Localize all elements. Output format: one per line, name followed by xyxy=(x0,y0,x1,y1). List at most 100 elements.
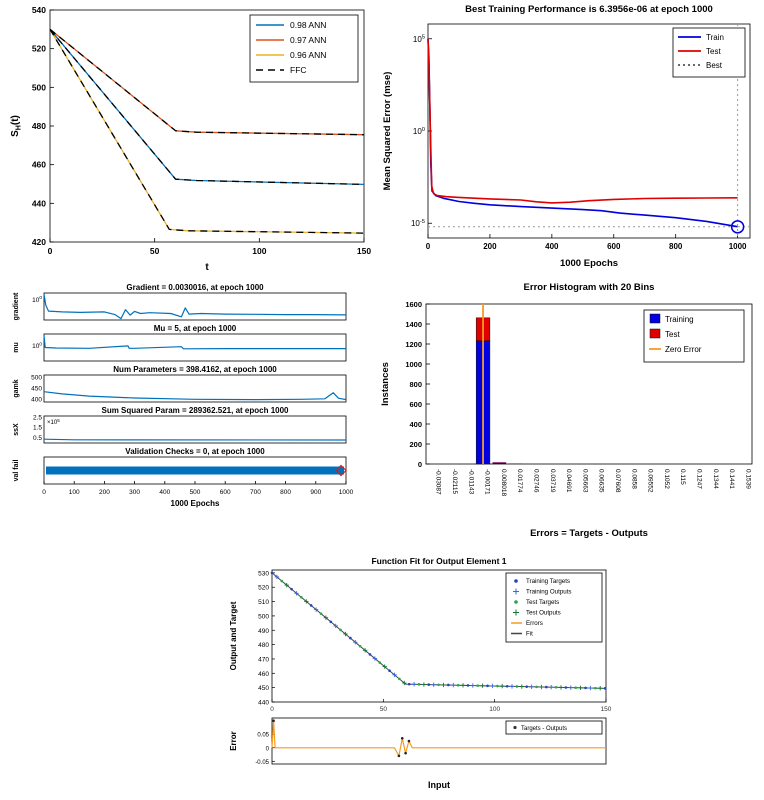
subplot-ylabel: gradient xyxy=(13,292,20,320)
x-axis-label: 1000 Epochs xyxy=(171,499,220,508)
x-tick-label: 200 xyxy=(483,242,497,251)
legend-label: FFC xyxy=(290,65,307,75)
y-tick-label: 470 xyxy=(258,656,269,663)
legend-label: Training Targets xyxy=(526,578,570,585)
log-tick-label: 100 xyxy=(32,342,42,351)
bin-label: 0.0858 xyxy=(630,469,637,489)
x-tick-label: 100 xyxy=(489,706,500,713)
axes-box xyxy=(505,720,603,735)
x-tick-label: 500 xyxy=(190,489,201,496)
error-marker xyxy=(407,739,411,743)
subplot-title: Gradient = 0.0030016, at epoch 1000 xyxy=(126,283,264,292)
log-tick-label: 100 xyxy=(413,127,425,136)
subplot-ylabel: ssX xyxy=(13,423,20,436)
y-tick-label: 1400 xyxy=(405,320,422,329)
y-tick-label: 1000 xyxy=(405,360,422,369)
y-tick-label: 530 xyxy=(258,570,269,577)
y-tick-label: 460 xyxy=(32,160,46,170)
legend: Training Test Zero Error xyxy=(643,309,745,363)
subplot-title: Mu = 5, at epoch 1000 xyxy=(154,324,237,333)
legend: Training Targets Training Outputs Test Tar… xyxy=(505,572,603,643)
error-marker xyxy=(404,751,407,755)
y-tick-label: 400 xyxy=(409,420,422,429)
legend-label: Test Outputs xyxy=(526,610,561,617)
x-axis-label: Errors = Targets - Outputs xyxy=(530,528,648,539)
bin-label: 0.09552 xyxy=(647,469,654,493)
y-tick-label: 420 xyxy=(32,237,46,247)
axes-box xyxy=(43,415,347,444)
subplot-title: Sum Squared Param = 289362.521, at epoch… xyxy=(102,406,290,415)
y-tick-label: 520 xyxy=(32,44,46,54)
y-tick-label: 480 xyxy=(32,121,46,131)
bin-label: 0.1052 xyxy=(663,469,670,489)
legend-label: 0.98 ANN xyxy=(290,20,326,30)
y-tick-label: 500 xyxy=(32,82,46,92)
bin-label: 0.02746 xyxy=(532,469,539,493)
x-tick-label: 700 xyxy=(250,489,261,496)
x-tick-label: 150 xyxy=(601,706,612,713)
chart-title: Error Histogram with 20 Bins xyxy=(524,282,655,293)
subplot-title: Num Parameters = 398.4162, at epoch 1000 xyxy=(113,365,277,374)
y-tick-label: 440 xyxy=(32,198,46,208)
y-tick-label: 440 xyxy=(258,700,269,707)
subplot-title: Validation Checks = 0, at epoch 1000 xyxy=(125,447,265,456)
x-tick-label: 1000 xyxy=(339,489,354,496)
legend-label: Zero Error xyxy=(665,345,702,354)
bin-label: -0.02115 xyxy=(451,469,458,495)
bin-label: 0.1247 xyxy=(695,469,702,489)
x-tick-label: 800 xyxy=(280,489,291,496)
data-markers xyxy=(270,571,607,691)
validation-band xyxy=(46,466,344,475)
x-tick-label: 800 xyxy=(669,242,683,251)
bin-label: 0.1344 xyxy=(712,469,719,489)
x-axis-label: t xyxy=(205,262,209,273)
subplot-ylabel: val fail xyxy=(13,460,20,482)
x-tick-label: 600 xyxy=(220,489,231,496)
bin-label: -0.00171 xyxy=(484,469,491,495)
x-tick-label: 900 xyxy=(310,489,321,496)
bin-label: 0.1539 xyxy=(744,469,751,489)
series xyxy=(427,38,738,228)
x-tick-label: 1000 xyxy=(729,242,747,251)
best-marker xyxy=(730,220,745,234)
bin-label: 0.01774 xyxy=(516,469,523,493)
training-performance-chart: 10-5 100 105 0 200 400 600 800 1000 Best Training… xyxy=(378,0,764,272)
x-tick-label: 150 xyxy=(357,246,371,256)
y-tick-label: -0.05 xyxy=(255,760,269,766)
axes-box xyxy=(43,333,347,362)
legend-label: Test xyxy=(665,330,680,339)
error-marker xyxy=(397,754,401,758)
error-marker xyxy=(400,736,404,740)
legend-label: Test Targets xyxy=(526,599,559,606)
legend-label: Training xyxy=(665,315,694,324)
x-axis-label: Input xyxy=(428,780,450,790)
y-tick-label: 600 xyxy=(409,400,422,409)
y-tick-label: 0 xyxy=(418,460,422,469)
bin-label: -0.03087 xyxy=(435,469,442,495)
y-tick-label: 490 xyxy=(258,628,269,635)
bin-label: 0.04691 xyxy=(565,469,572,493)
x-tick-label: 400 xyxy=(159,489,170,496)
legend-label: Train xyxy=(706,33,724,42)
subplot-ylabel: gamk xyxy=(13,379,20,397)
training-state-chart: Gradient = 0.0030016, at epoch 1000 gradi… xyxy=(8,280,358,532)
x-tick-label: 400 xyxy=(545,242,559,251)
x-tick-label: 600 xyxy=(607,242,621,251)
x-tick-label: 0 xyxy=(270,706,274,713)
y-tick-label: 400 xyxy=(31,396,42,403)
y-tick-label: 450 xyxy=(258,685,269,692)
y-tick-label: 800 xyxy=(409,380,422,389)
legend-label: Training Outputs xyxy=(526,589,572,596)
legend-label: Best xyxy=(706,61,723,70)
legend-label: 0.96 ANN xyxy=(290,50,326,60)
x-tick-label: 0 xyxy=(426,242,431,251)
y-tick-label: 540 xyxy=(32,5,46,15)
x-tick-label: 0 xyxy=(48,246,53,256)
retention-comparison-plot: 0 50 100 150 420 440 460 480 500 520 540 t SH(t) 0.98… xyxy=(10,5,371,273)
bin-label: 0.05663 xyxy=(581,469,588,493)
error-marker xyxy=(272,719,275,723)
bin-label: 0.07608 xyxy=(614,469,621,493)
y-tick-label: 0 xyxy=(266,746,270,752)
y-axis-label: Mean Squared Error (mse) xyxy=(382,72,393,191)
